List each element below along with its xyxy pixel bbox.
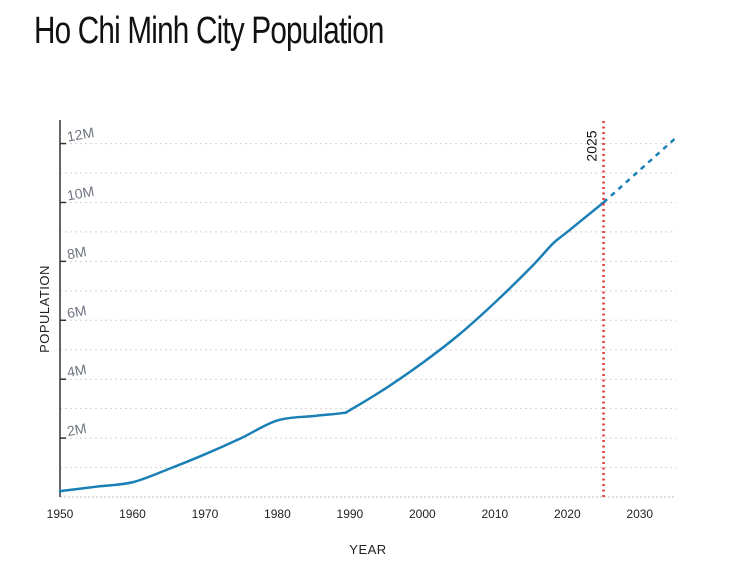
y-tick-label: 12M	[66, 124, 96, 144]
y-tick-label: 10M	[66, 183, 96, 203]
x-axis-title: YEAR	[349, 542, 386, 557]
population-line	[58, 201, 605, 493]
y-tick-label: 8M	[66, 243, 88, 262]
x-tick-label: 1990	[337, 507, 364, 521]
y-tick-label: 4M	[66, 361, 88, 380]
projection-line	[602, 136, 677, 204]
grid-lines	[60, 143, 676, 469]
chart-title: Ho Chi Minh City Population	[34, 10, 384, 52]
x-tick-label: 2020	[554, 507, 581, 521]
x-tick-label: 2010	[481, 507, 508, 521]
x-tick-label: 1960	[119, 507, 146, 521]
x-tick-label: 2000	[409, 507, 436, 521]
series-lines	[58, 136, 677, 493]
x-tick-label: 1970	[192, 507, 219, 521]
y-axis-title: POPULATION	[37, 265, 52, 353]
y-tick-label: 2M	[66, 420, 88, 439]
year-marker-label: 2025	[584, 130, 600, 161]
x-tick-label: 1950	[47, 507, 74, 521]
x-tick-label: 1980	[264, 507, 291, 521]
x-tick-label: 2030	[626, 507, 653, 521]
annotations: 2025	[584, 121, 605, 497]
axes	[59, 120, 676, 498]
y-tick-label: 6M	[66, 302, 88, 321]
tick-labels: 2M 4M 6M 8M 10M 12M 1950 1960 1970 1980 1990 2000 20…	[37, 124, 653, 557]
